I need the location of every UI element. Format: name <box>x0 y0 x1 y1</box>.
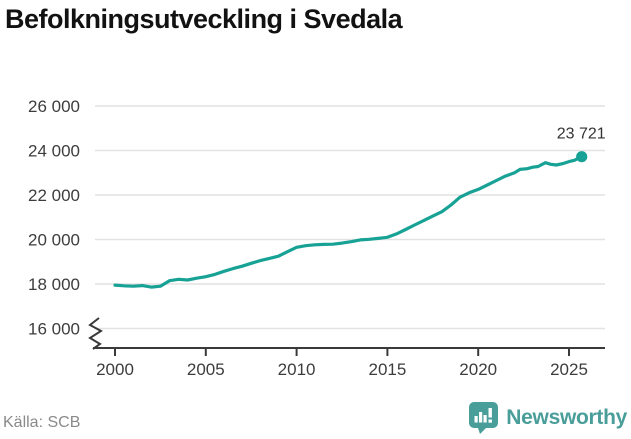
y-tick-label: 24 000 <box>28 142 80 161</box>
y-tick-label: 20 000 <box>28 231 80 250</box>
x-tick-label: 2020 <box>459 360 497 379</box>
brand-logo: Newsworthy <box>468 401 627 435</box>
y-tick-label: 16 000 <box>28 320 80 339</box>
y-tick-label: 22 000 <box>28 186 80 205</box>
population-line-chart: 16 000 18 000 20 000 22 000 24 000 26 000 2000… <box>28 97 606 379</box>
x-tick-label: 2010 <box>278 360 316 379</box>
source-label: Källa: SCB <box>3 414 81 431</box>
x-tick-label: 2025 <box>550 360 588 379</box>
x-tick-label: 2015 <box>368 360 406 379</box>
page-title: Befolkningsutveckling i Svedala <box>5 4 403 34</box>
x-tick-label: 2000 <box>96 360 134 379</box>
newsworthy-icon <box>469 402 499 434</box>
x-tick-label: 2005 <box>187 360 225 379</box>
brand-name: Newsworthy <box>506 406 627 429</box>
y-tick-label: 26 000 <box>28 97 80 116</box>
y-tick-label: 18 000 <box>28 275 80 294</box>
y-axis-break-icon <box>88 317 103 350</box>
end-point-marker <box>576 151 588 163</box>
population-series-line <box>113 155 584 289</box>
end-point-value-label: 23 721 <box>557 126 606 143</box>
